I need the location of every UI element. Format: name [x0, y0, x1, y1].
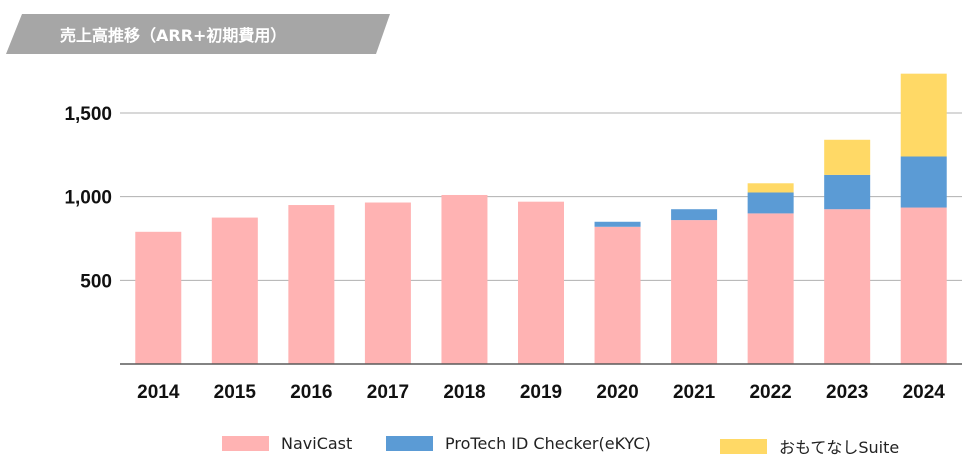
- x-tick-label: 2023: [826, 382, 868, 403]
- bar-segment: [747, 192, 794, 214]
- legend-label: NaviCast: [281, 434, 353, 453]
- bar-segment: [441, 194, 488, 364]
- legend-label: ProTech ID Checker(eKYC): [445, 434, 651, 453]
- x-tick-label: 2014: [137, 382, 180, 403]
- y-tick-label: 500: [80, 271, 112, 292]
- bar-segment: [824, 139, 871, 175]
- legend: NaviCast ProTech ID Checker(eKYC) おもてなしSui…: [0, 434, 975, 458]
- legend-item: おもてなしSuite: [720, 434, 899, 458]
- legend-swatch: [386, 436, 433, 451]
- x-tick-label: 2016: [290, 382, 332, 403]
- legend-item: ProTech ID Checker(eKYC): [386, 434, 651, 453]
- title-banner-background: [6, 14, 390, 54]
- legend-swatch: [720, 438, 767, 454]
- bar-segment: [900, 156, 947, 208]
- x-tick-label: 2015: [214, 382, 257, 403]
- legend-swatch: [222, 436, 269, 451]
- x-tick-label: 2021: [673, 382, 716, 403]
- bar-segment: [824, 209, 871, 364]
- bar-segment: [747, 213, 794, 364]
- bar-segment: [518, 201, 564, 364]
- bar-segment: [900, 73, 947, 157]
- bar-segment: [594, 226, 641, 364]
- y-tick-label: 1,000: [64, 188, 112, 209]
- chart-title: 売上高推移（ARR+初期費用）: [60, 26, 286, 45]
- bar-segment: [747, 183, 794, 193]
- x-tick-label: 2018: [443, 382, 485, 403]
- x-tick-label: 2020: [596, 382, 638, 403]
- bar-segment: [671, 209, 718, 221]
- x-tick-label: 2024: [903, 382, 946, 403]
- bar-segment: [364, 202, 411, 364]
- x-tick-label: 2019: [520, 382, 562, 403]
- bar-segment: [671, 220, 718, 364]
- bar-segment: [135, 231, 182, 364]
- bar-segment: [211, 217, 258, 364]
- bar-segment: [900, 207, 947, 364]
- legend-item: NaviCast: [222, 434, 352, 453]
- title-banner: 売上高推移（ARR+初期費用）: [6, 14, 390, 54]
- x-tick-label: 2017: [367, 382, 409, 403]
- bar-segment: [824, 174, 871, 210]
- legend-label: おもてなしSuite: [779, 438, 900, 457]
- x-tick-label: 2022: [749, 382, 791, 403]
- y-tick-label: 1,500: [64, 104, 112, 125]
- bar-segment: [594, 221, 641, 227]
- bar-segment: [288, 205, 335, 364]
